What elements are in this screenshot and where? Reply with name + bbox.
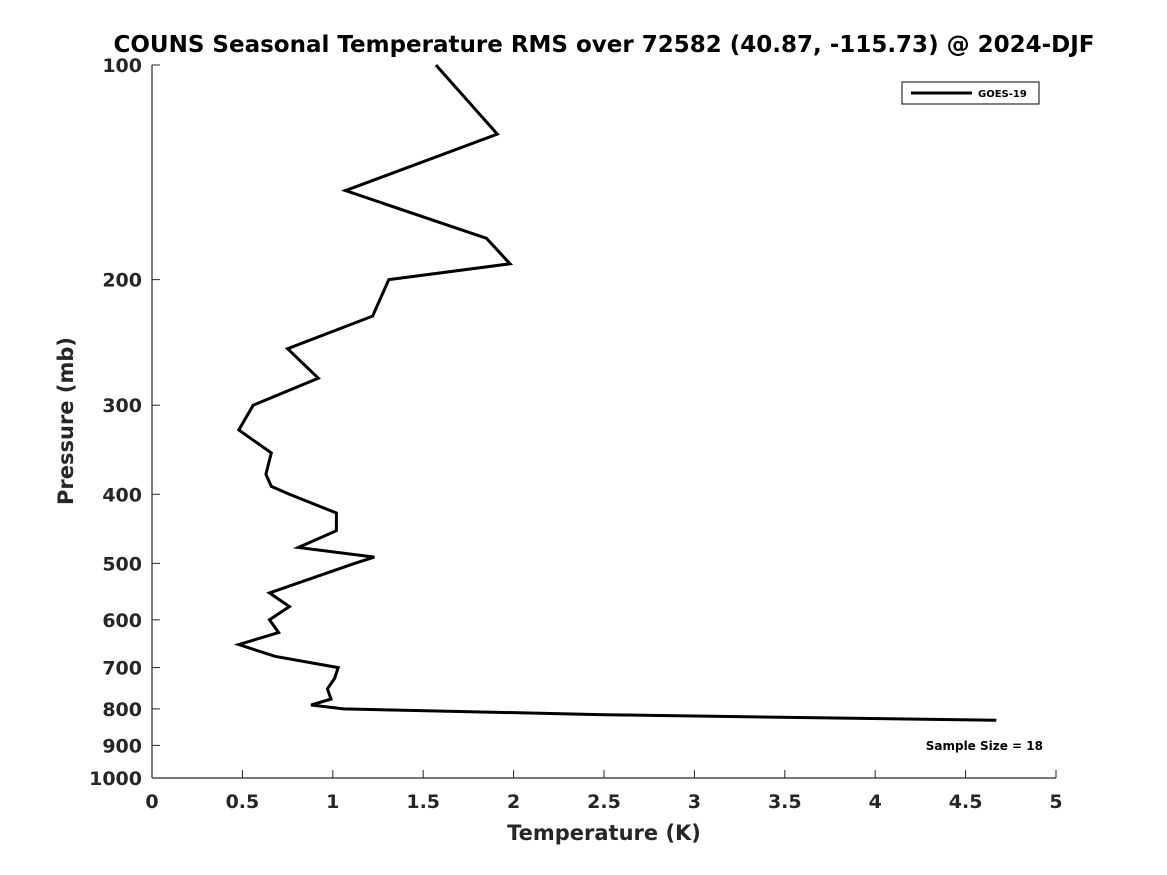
x-tick-label: 0 — [145, 791, 158, 813]
legend: GOES-19 — [901, 81, 1040, 105]
x-tick-label: 1.5 — [406, 791, 440, 813]
chart-title: COUNS Seasonal Temperature RMS over 7258… — [113, 32, 1094, 58]
y-tick-label: 400 — [102, 484, 142, 506]
y-tick-label: 700 — [102, 658, 142, 680]
x-tick-label: 3 — [688, 791, 701, 813]
y-tick-label: 1000 — [89, 768, 142, 790]
x-tick-label: 3.5 — [768, 791, 802, 813]
series-layer — [233, 64, 997, 722]
y-tick-label: 500 — [102, 553, 142, 575]
x-tick-label: 0.5 — [226, 791, 260, 813]
x-axis-label: Temperature (K) — [507, 821, 701, 845]
y-tick-label: 100 — [102, 55, 142, 77]
sample-size-annotation: Sample Size = 18 — [926, 739, 1043, 753]
y-axis-label: Pressure (mb) — [54, 337, 78, 505]
x-tick-label: 5 — [1049, 791, 1062, 813]
plot-background — [152, 65, 1056, 778]
y-tick-label: 200 — [102, 270, 142, 292]
series-line-goes-19 — [233, 64, 997, 722]
y-ticks: 100 200 300 400 500 600 700 800 900 1000 — [89, 55, 160, 790]
x-ticks: 0 0.5 1 1.5 2 2.5 3 3.5 4 4.5 5 — [145, 770, 1063, 813]
y-tick-label: 600 — [102, 610, 142, 632]
legend-entry-goes-19: GOES-19 — [978, 89, 1027, 100]
y-tick-label: 900 — [102, 735, 142, 757]
x-tick-label: 4.5 — [949, 791, 983, 813]
y-tick-label: 800 — [102, 699, 142, 721]
x-tick-label: 2 — [507, 791, 520, 813]
plot-area: 0 0.5 1 1.5 2 2.5 3 3.5 4 4.5 5 100 200 300 400 500 600… — [89, 55, 1063, 813]
x-tick-label: 1 — [326, 791, 339, 813]
y-tick-label: 300 — [102, 395, 142, 417]
x-tick-label: 2.5 — [587, 791, 621, 813]
x-tick-label: 4 — [869, 791, 882, 813]
